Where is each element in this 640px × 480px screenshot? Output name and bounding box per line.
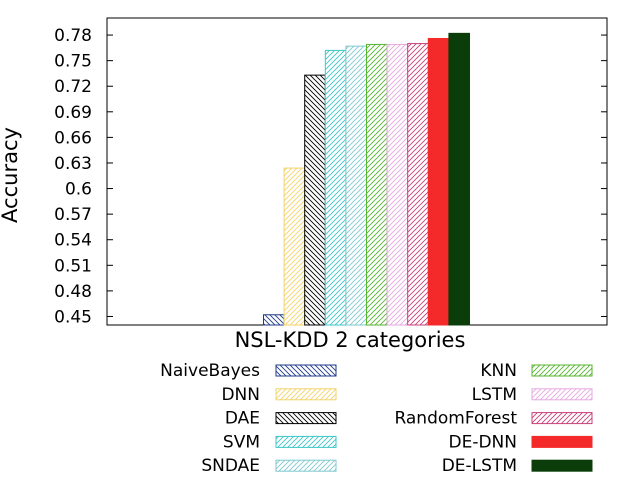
legend-swatch-dnn (275, 388, 337, 401)
y-tick-label: 0.63 (54, 154, 92, 174)
legend-label-randomforest: RandomForest (394, 409, 517, 429)
bar-de-lstm (448, 32, 470, 326)
legend-label-knn: KNN (480, 361, 517, 381)
bar-knn (366, 43, 388, 326)
y-tick-label: 0.6 (65, 180, 92, 200)
legend-swatch-naivebayes (275, 364, 337, 377)
y-tick-label: 0.72 (54, 77, 92, 97)
legend-swatch-lstm (531, 388, 593, 401)
bar-lstm (386, 43, 409, 326)
legend-label-svm: SVM (223, 432, 260, 452)
y-tick-label: 0.75 (54, 52, 92, 72)
y-axis: 0.45 0.48 0.51 0.54 0.57 0.6 0.63 0.66 0.69 0.72 0… (54, 26, 607, 327)
legend-label-dae: DAE (225, 409, 260, 429)
y-tick-label: 0.69 (54, 103, 92, 123)
legend-swatch-svm (275, 435, 337, 448)
y-tick-label: 0.78 (54, 26, 92, 46)
legend-label-de-dnn: DE-DNN (449, 432, 518, 452)
legend-label-sndae: SNDAE (201, 456, 260, 476)
y-tick-label: 0.51 (54, 256, 92, 276)
legend-swatch-knn (531, 364, 593, 377)
legend-swatch-dae (275, 412, 337, 425)
legend-swatch-randomforest (531, 412, 593, 425)
y-tick-label: 0.48 (54, 282, 92, 302)
legend-label-naivebayes: NaiveBayes (160, 361, 260, 381)
legend-swatch-sndae (275, 459, 337, 472)
y-tick-label: 0.57 (54, 205, 92, 225)
bar-de-dnn (427, 37, 450, 326)
y-axis-label: Accuracy (0, 127, 22, 223)
bar-svm (324, 49, 347, 326)
bar-dnn (283, 167, 306, 326)
legend-label-lstm: LSTM (472, 385, 517, 405)
legend-label-de-lstm: DE-LSTM (442, 456, 517, 476)
legend-swatch-de-lstm (531, 459, 593, 472)
bars (263, 32, 470, 326)
y-tick-label: 0.54 (54, 231, 92, 251)
x-axis-label: NSL-KDD 2 categories (235, 328, 466, 352)
bar-sndae (345, 45, 367, 326)
bar-naivebayes (263, 314, 285, 326)
bar-randomforest (407, 43, 429, 326)
legend-swatch-de-dnn (531, 435, 593, 448)
legend-label-dnn: DNN (221, 385, 260, 405)
bar-dae (304, 74, 326, 326)
y-tick-label: 0.66 (54, 128, 92, 148)
y-tick-label: 0.45 (54, 307, 92, 327)
legend: NaiveBayes DNN DAE SVM SNDAE KNN LSTM RandomFor… (160, 361, 593, 476)
